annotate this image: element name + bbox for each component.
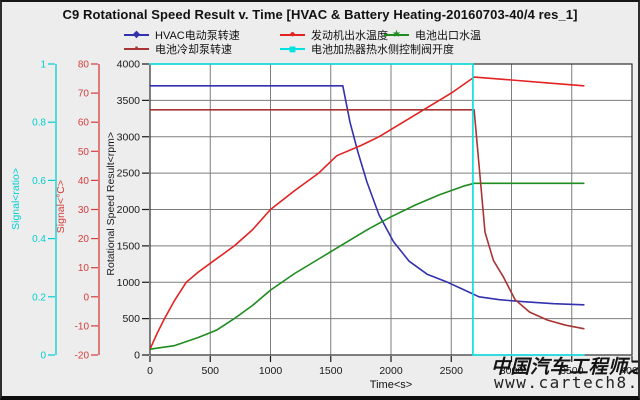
legend-item-4: ■ 电池加热器热水侧控制阀开度 — [280, 42, 454, 56]
tick-label-celsius: 30 — [78, 205, 90, 216]
tick-label-celsius: 20 — [78, 234, 90, 245]
tick-label-x: 2000 — [379, 365, 403, 377]
tick-label-celsius: 0 — [83, 292, 89, 303]
tick-label-rpm: 4000 — [117, 59, 141, 71]
legend-item-0: ◆ HVAC电动泵转速 — [124, 28, 240, 42]
tick-label-ratio: 0 — [40, 351, 46, 362]
tick-label-celsius: 10 — [78, 263, 90, 274]
tick-label-celsius: 70 — [78, 89, 90, 100]
tick-label-rpm: 3000 — [117, 131, 141, 143]
tick-label-x: 3000 — [500, 365, 524, 377]
watermark-text: 中国汽车工程师之家 — [491, 356, 638, 378]
tick-label-x: 1500 — [319, 365, 343, 377]
tick-label-rpm: 2500 — [117, 168, 141, 180]
y-axis-title-rpm: Rotational Speed Result<rpm> — [105, 132, 117, 276]
tick-label-x: 0 — [147, 365, 153, 377]
tick-label-celsius: -20 — [75, 351, 90, 362]
y-axis-title-celsius: Signal<°C> — [55, 180, 67, 234]
tick-label-x: 3500 — [560, 365, 584, 377]
series-line-2 — [149, 182, 585, 351]
legend-label-4: 电池加热器热水侧控制阀开度 — [311, 43, 454, 56]
tick-label-rpm: 1500 — [117, 240, 141, 252]
tick-label-ratio: 1 — [40, 60, 46, 71]
series-line-3 — [149, 109, 585, 330]
circle-marker-icon: ● — [280, 29, 305, 41]
watermark-url: www.cartech8.com — [494, 373, 639, 392]
x-axis-title: Time<s> — [369, 379, 413, 391]
tick-label-celsius: 60 — [78, 118, 90, 129]
diamond-marker-icon: ◆ — [124, 29, 149, 41]
tick-label-celsius: 80 — [78, 60, 90, 71]
tick-label-rpm: 1000 — [117, 277, 141, 289]
tick-label-x: 500 — [201, 365, 219, 377]
square-marker-icon: ■ — [280, 43, 305, 55]
tick-label-rpm: 3500 — [117, 95, 141, 107]
tick-label-x: 1000 — [259, 365, 283, 377]
tick-label-celsius: 50 — [78, 147, 90, 158]
legend-label-1: 发动机出水温度 — [311, 29, 388, 42]
tick-label-celsius: -10 — [75, 321, 90, 332]
series-line-4 — [149, 63, 585, 356]
tick-label-ratio: 0.4 — [32, 234, 46, 245]
legend-item-2: ★ 电池出口水温 — [384, 28, 481, 42]
square-small-marker-icon: ▪ — [124, 43, 149, 55]
tick-label-ratio: 0.8 — [32, 118, 46, 129]
legend-item-3: ▪ 电池冷却泵转速 — [124, 42, 232, 56]
tick-label-rpm: 0 — [134, 350, 140, 362]
series-line-0 — [149, 85, 585, 306]
tick-label-x: 4000 — [620, 365, 640, 377]
legend-label-0: HVAC电动泵转速 — [155, 29, 240, 42]
tick-label-x: 2500 — [440, 365, 464, 377]
tick-label-ratio: 0.2 — [32, 292, 46, 303]
star-marker-icon: ★ — [384, 29, 409, 41]
y-axis-title-ratio: Signal<ratio> — [10, 168, 22, 230]
tick-label-rpm: 2000 — [117, 204, 141, 216]
chart-title: C9 Rotational Speed Result v. Time [HVAC… — [62, 7, 578, 22]
series-line-1 — [149, 76, 585, 351]
tick-label-rpm: 500 — [122, 313, 140, 325]
legend-item-1: ● 发动机出水温度 — [280, 28, 388, 42]
legend-label-3: 电池冷却泵转速 — [155, 43, 232, 56]
legend-label-2: 电池出口水温 — [415, 29, 481, 42]
tick-label-ratio: 0.6 — [32, 176, 46, 187]
tick-label-celsius: 40 — [78, 176, 90, 187]
